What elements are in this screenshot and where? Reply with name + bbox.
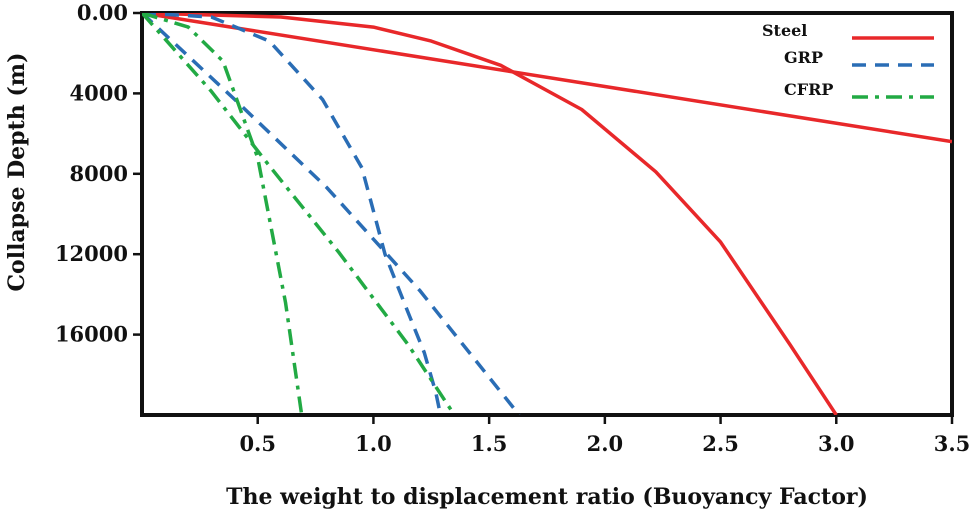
series-line-cfrp-4 [142,13,304,415]
legend-label-cfrp: CFRP [784,80,833,99]
y-tick-label: 12000 [55,241,128,266]
x-tick-label: 3.5 [934,431,971,456]
y-tick-label: 8000 [70,161,128,186]
legend-label-grp: GRP [784,48,823,67]
x-axis-title: The weight to displacement ratio (Buoyan… [226,484,868,510]
x-tick-label: 1.5 [471,431,508,456]
x-tick-label: 0.5 [239,431,276,456]
series-line-curve-1 [142,13,838,415]
series-line-grp-2 [142,13,443,415]
series-line-curve-5 [142,13,456,415]
series-line-steel-0 [142,13,952,144]
series-layer [142,13,952,415]
y-tick-label: 4000 [70,80,128,105]
x-tick-label: 2.0 [587,431,624,456]
x-tick-label: 2.5 [702,431,739,456]
x-tick-label: 3.0 [818,431,855,456]
y-tick-label: 0.00 [77,0,128,25]
legend-label-steel: Steel [762,21,807,40]
y-tick-label: 16000 [55,322,128,347]
series-line-curve-3 [142,13,521,415]
legend: Steel GRP CFRP [762,21,934,99]
y-axis: 0.00 4000 8000 12000 16000 [55,0,142,347]
plot-frame [140,11,954,417]
x-tick-label: 1.0 [355,431,392,456]
x-axis: 0.5 1.0 1.5 2.0 2.5 3.0 3.5 [239,415,970,456]
y-axis-title: Collapse Depth (m) [4,53,30,292]
